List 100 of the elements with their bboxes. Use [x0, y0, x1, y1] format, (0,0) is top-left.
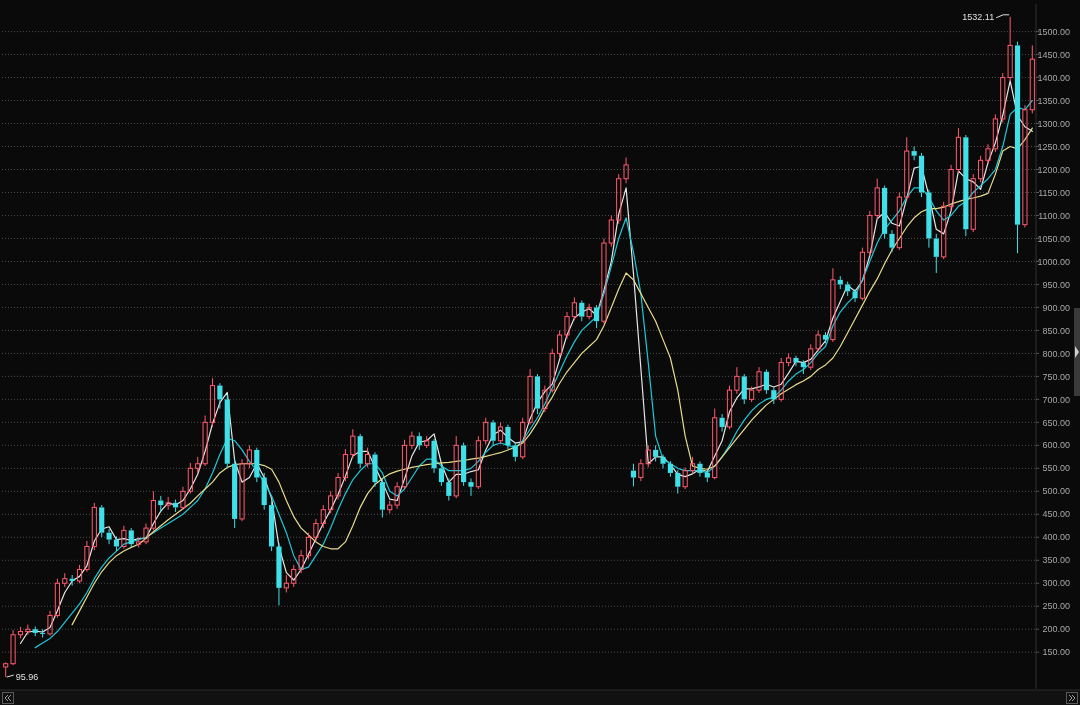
y-tick-label: 500.00: [1042, 486, 1070, 497]
y-tick-label: 150.00: [1042, 647, 1070, 658]
candlestick: [453, 435, 459, 499]
candlestick: [84, 540, 90, 573]
candlestick: [527, 368, 533, 426]
y-tick-label: 850.00: [1042, 325, 1070, 336]
y-tick-label: 1450.00: [1037, 49, 1070, 60]
candlestick: [497, 421, 504, 444]
candlestick: [438, 464, 445, 487]
candlestick: [1007, 16, 1013, 82]
candlestick: [542, 385, 548, 413]
candlestick: [653, 444, 659, 462]
candlestick: [121, 525, 127, 550]
candlestick: [409, 431, 415, 450]
candlestick: [911, 146, 917, 161]
y-tick-label: 400.00: [1042, 532, 1070, 543]
candlestick: [926, 189, 932, 249]
candlestick: [505, 424, 511, 450]
candlestick: [416, 431, 422, 451]
candlestick: [47, 610, 53, 637]
y-tick-label: 900.00: [1042, 302, 1070, 313]
y-tick-label: 1100.00: [1038, 210, 1070, 221]
candlestick: [963, 134, 969, 237]
candlestick: [852, 288, 858, 303]
candlestick: [468, 477, 474, 497]
candlestick: [25, 624, 31, 636]
y-tick-label: 1500.00: [1037, 26, 1070, 37]
candlestick: [32, 625, 38, 637]
y-tick-label: 200.00: [1042, 624, 1070, 635]
candlestick: [845, 281, 851, 297]
annotation: 1532.11: [962, 11, 995, 22]
candlestick: [268, 500, 275, 552]
candlestick: [313, 518, 319, 543]
candlestick: [771, 386, 777, 405]
y-tick-label: 600.00: [1042, 440, 1070, 451]
candlestick: [933, 233, 939, 274]
y-tick-label: 1300.00: [1037, 118, 1070, 129]
candlestick: [446, 477, 452, 502]
candlestick: [195, 456, 201, 474]
candlestick: [734, 366, 740, 395]
candlestick: [793, 355, 799, 367]
candlestick: [660, 454, 666, 469]
y-tick-label: 250.00: [1042, 601, 1070, 612]
y-tick-label: 350.00: [1042, 555, 1070, 566]
candlestick: [209, 377, 216, 428]
candlestick: [889, 229, 895, 253]
candlestick: [232, 458, 238, 529]
candlestick: [719, 413, 725, 433]
y-tick-label: 1400.00: [1037, 72, 1070, 83]
candlestick: [675, 469, 681, 495]
candlestick: [379, 477, 385, 519]
candlestick: [298, 549, 304, 574]
candlestick: [623, 157, 629, 184]
candlestick: [150, 490, 156, 531]
candlestick: [955, 127, 962, 174]
candlestick: [10, 629, 16, 665]
candlestick: [822, 331, 829, 344]
y-tick-label: 1250.00: [1037, 141, 1070, 152]
y-tick-label: 950.00: [1042, 279, 1070, 290]
candlestick: [985, 143, 991, 165]
candlestick: [815, 329, 821, 353]
y-tick-label: 700.00: [1042, 394, 1070, 405]
y-tick-label: 1200.00: [1037, 164, 1070, 175]
candlestick: [431, 438, 437, 474]
candlestick: [1014, 41, 1021, 254]
candlestick: [756, 366, 762, 394]
candlestick: [394, 481, 400, 510]
y-tick-label: 300.00: [1042, 578, 1070, 589]
y-tick-label: 650.00: [1042, 417, 1070, 428]
candlestick: [638, 458, 644, 482]
candlestick: [904, 136, 910, 202]
y-tick-label: 1050.00: [1037, 233, 1070, 244]
candlestick: [948, 164, 954, 211]
candlestick: [143, 523, 149, 545]
y-tick-label: 750.00: [1042, 371, 1070, 382]
candlestick: [749, 386, 755, 403]
y-tick-label: 800.00: [1042, 348, 1070, 359]
candlestick: [564, 311, 570, 340]
y-tick-label: 1350.00: [1037, 95, 1070, 106]
candlestick: [830, 267, 836, 343]
candlestick: [461, 442, 467, 487]
candlestick: [261, 472, 267, 511]
annotation: 95.96: [15, 672, 39, 683]
y-tick-label: 1000.00: [1037, 256, 1070, 267]
y-tick-label: 450.00: [1042, 509, 1070, 520]
y-tick-label: 550.00: [1042, 463, 1070, 474]
candlestick: [40, 628, 46, 639]
candlestick: [630, 463, 637, 487]
candlestick: [697, 460, 703, 478]
candlestick: [1022, 104, 1028, 228]
candlestick: [217, 382, 223, 410]
candlestick: [918, 152, 925, 198]
candlestick: [202, 414, 208, 467]
candlestick: [372, 451, 378, 488]
candlestick: [593, 304, 600, 329]
candlestick: [763, 368, 770, 395]
candlestick: [601, 237, 607, 325]
candlestick: [106, 528, 112, 545]
candlestick: [239, 458, 245, 522]
y-tick-label: 1150.00: [1038, 187, 1070, 198]
